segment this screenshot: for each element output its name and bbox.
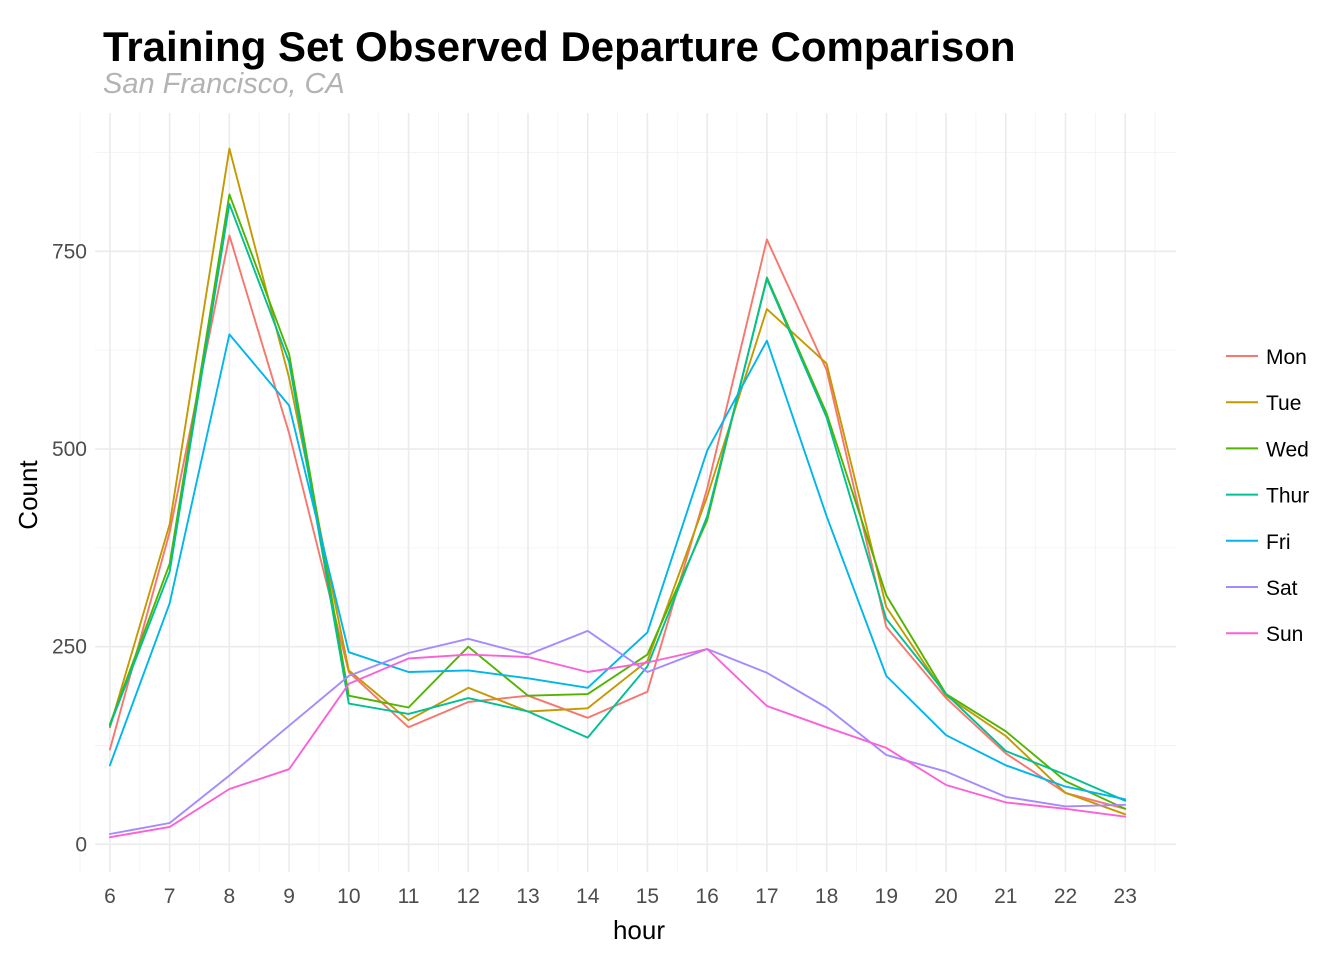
x-tick-label: 10 [337,885,360,908]
series-line-sun [108,648,1127,839]
chart-title: Training Set Observed Departure Comparis… [103,23,1016,70]
y-tick-label: 0 [75,833,87,856]
y-tick-label: 500 [52,438,87,461]
x-tick-label: 22 [1054,885,1077,908]
legend-item-sun: Sun [1226,623,1303,646]
y-axis-title: Count [13,460,43,530]
x-tick-label: 21 [994,885,1017,908]
legend-label-sun: Sun [1266,623,1303,646]
x-tick-label: 9 [283,885,295,908]
y-tick-label: 750 [52,240,87,263]
y-tick-label: 250 [52,636,87,659]
x-tick-label: 15 [636,885,659,908]
legend-label-mon: Mon [1266,346,1307,369]
legend-item-wed: Wed [1226,438,1309,461]
series-line-wed [108,193,1127,810]
series-line-thur [108,202,1127,802]
series-line-mon [108,234,1127,810]
x-tick-label: 11 [398,885,420,908]
legend-label-thur: Thur [1266,485,1309,508]
series-lines [108,147,1127,839]
x-tick-label: 7 [164,885,176,908]
x-tick-label: 23 [1114,885,1137,908]
legend-item-thur: Thur [1226,485,1309,508]
legend-item-tue: Tue [1226,392,1301,415]
legend-label-fri: Fri [1266,531,1291,554]
legend-item-fri: Fri [1226,531,1291,554]
series-line-fri [108,333,1127,801]
x-axis-tick-labels: 6 7 8 9 10 11 12 13 14 15 16 17 18 19 20 21 22 23 [104,885,1137,908]
minor-gridlines [79,113,1176,872]
legend-label-wed: Wed [1266,438,1309,461]
x-tick-label: 19 [875,885,898,908]
y-axis-tick-labels: 0 250 500 750 [52,240,87,856]
legend-item-mon: Mon [1226,346,1307,369]
legend-item-sat: Sat [1226,577,1298,600]
legend-label-sat: Sat [1266,577,1298,600]
major-gridlines [95,113,1176,872]
x-tick-label: 18 [815,885,838,908]
x-tick-label: 12 [457,885,480,908]
x-tick-label: 6 [104,885,116,908]
series-line-sat [108,629,1127,835]
x-tick-label: 8 [224,885,236,908]
legend-label-tue: Tue [1266,392,1301,415]
x-tick-label: 16 [695,885,718,908]
x-tick-label: 14 [576,885,600,908]
chart-subtitle: San Francisco, CA [103,68,345,100]
x-tick-label: 20 [934,885,957,908]
x-axis-title: hour [613,915,665,945]
legend: Mon Tue Wed Thur Fri Sat Sun [1226,346,1309,646]
x-tick-label: 13 [516,885,539,908]
x-tick-label: 17 [755,885,778,908]
